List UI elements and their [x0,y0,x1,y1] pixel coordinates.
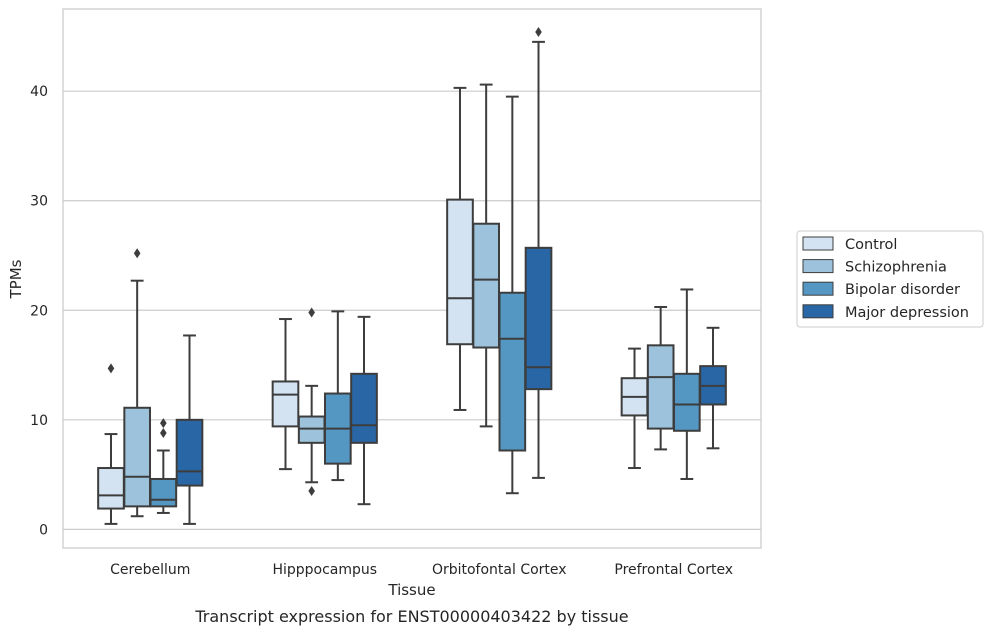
box-major-depression [175,334,204,525]
iqr-box [123,406,151,508]
outlier-point [160,418,167,429]
iqr-box [271,380,300,428]
x-tick-labels: Cerebellum Hipppocampus Orbitofontal Corte… [110,562,733,578]
outlier-point [107,363,115,374]
box-schizophrenia [297,307,326,497]
box-major-depression [524,27,553,479]
box-bipolar-disorder [149,418,178,514]
outlier-point [535,27,542,38]
box-control [446,86,474,411]
y-tick-label: 30 [30,194,48,210]
legend-swatch [802,259,834,274]
x-tick-label: Hipppocampus [272,562,377,578]
chart-caption: Transcript expression for ENST0000040342… [194,607,628,626]
iqr-box [673,372,701,432]
iqr-box [350,372,378,444]
legend-label: Bipolar disorder [845,282,960,298]
x-tick-label: Prefrontal Cortex [614,562,733,578]
box-bipolar-disorder [498,95,527,495]
iqr-box [97,467,125,510]
box-schizophrenia [472,83,500,428]
legend-swatch [802,281,834,296]
box-control [271,318,300,471]
box-control [97,363,125,525]
iqr-box [149,477,178,508]
legend-frame [796,230,984,328]
legend-swatch [802,304,834,319]
box-bipolar-disorder [673,288,701,480]
legend-label: Major depression [845,305,969,321]
outlier-point [308,307,315,318]
legend-label: Schizophrenia [845,260,947,276]
iqr-box [646,344,675,430]
box-major-depression [699,326,727,450]
plot-frame [62,8,762,549]
y-axis-label: TPMs [7,259,25,299]
x-tick-label: Cerebellum [110,562,190,578]
box-bipolar-disorder [324,310,352,482]
outlier-point [308,486,315,497]
iqr-box [175,418,204,487]
legend: Control Schizophrenia Bipolar disorder Majo… [796,230,984,328]
y-tick-label: 0 [39,522,48,538]
box-schizophrenia [123,248,151,518]
x-tick-label: Orbitofontal Cortex [432,562,567,578]
gridlines [63,90,761,530]
iqr-box [446,198,474,346]
x-axis-label: Tissue [387,581,435,599]
box-major-depression [350,315,378,506]
box-schizophrenia [646,305,675,451]
legend-label: Control [845,237,897,253]
y-tick-label: 40 [30,84,48,100]
boxes [97,27,727,525]
iqr-box [498,291,527,452]
y-tick-labels: 0 10 20 30 40 [30,84,48,538]
y-tick-label: 20 [30,303,48,319]
iqr-box [524,246,553,391]
outlier-point [160,427,167,438]
legend-swatch [802,236,834,251]
outlier-point [133,248,141,259]
y-tick-label: 10 [30,413,48,429]
box-control [620,347,649,470]
iqr-box [297,415,326,444]
iqr-box [472,222,500,349]
